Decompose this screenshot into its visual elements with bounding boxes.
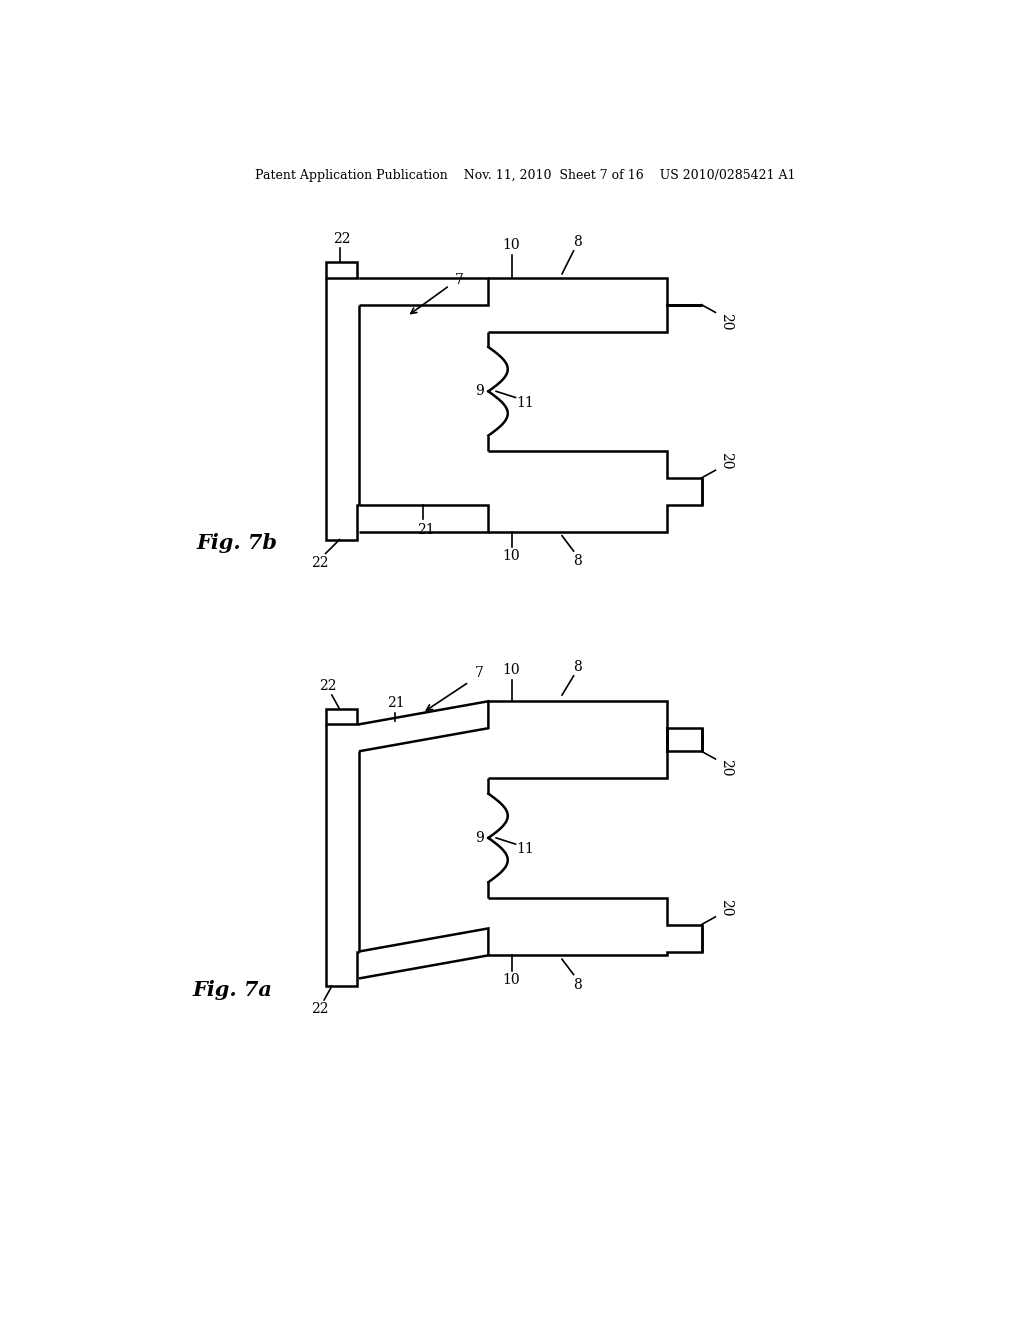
Text: 7: 7 (475, 665, 483, 680)
Text: 8: 8 (573, 660, 582, 673)
Text: 10: 10 (503, 238, 520, 252)
Text: 22: 22 (311, 556, 329, 570)
Text: 20: 20 (719, 899, 733, 916)
Text: 22: 22 (310, 1002, 328, 1016)
Text: 22: 22 (333, 232, 350, 247)
Text: 10: 10 (503, 549, 520, 564)
Text: 7: 7 (455, 273, 464, 286)
Text: 21: 21 (387, 696, 404, 710)
Text: Fig. 7b: Fig. 7b (196, 533, 278, 553)
Text: 8: 8 (573, 235, 582, 248)
Text: Patent Application Publication    Nov. 11, 2010  Sheet 7 of 16    US 2010/028542: Patent Application Publication Nov. 11, … (255, 169, 795, 182)
Text: 20: 20 (719, 313, 733, 330)
Text: 8: 8 (573, 978, 582, 991)
Text: 9: 9 (475, 830, 483, 845)
Text: Fig. 7a: Fig. 7a (193, 979, 272, 1001)
Text: 11: 11 (517, 842, 535, 857)
Text: 11: 11 (517, 396, 535, 411)
Text: 20: 20 (719, 453, 733, 470)
Text: 10: 10 (503, 973, 520, 987)
Text: 22: 22 (319, 678, 337, 693)
Text: 9: 9 (475, 384, 483, 399)
Text: 21: 21 (418, 523, 435, 536)
Text: 10: 10 (503, 663, 520, 677)
Text: 8: 8 (573, 554, 582, 568)
Text: 20: 20 (719, 759, 733, 777)
